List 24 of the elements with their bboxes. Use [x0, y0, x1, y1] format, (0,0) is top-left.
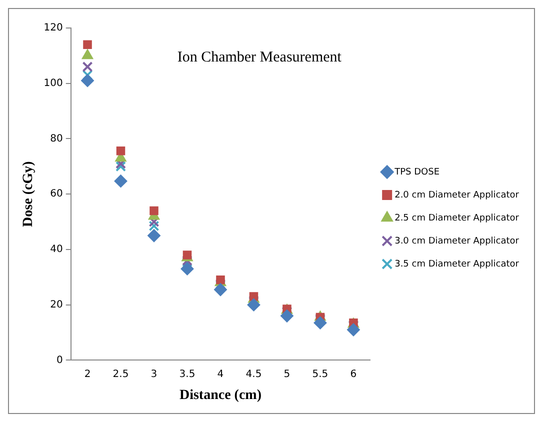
- x-tick-label: 3: [150, 368, 158, 380]
- legend-label: TPS DOSE: [394, 167, 440, 178]
- y-tick-label: 100: [44, 78, 63, 89]
- x-tick-label: 5: [284, 368, 290, 380]
- x-tick-label: 2.5: [112, 368, 129, 380]
- x-axis-title: Distance (cm): [179, 388, 262, 404]
- legend-label: 3.5 cm Diameter Applicator: [394, 259, 520, 270]
- y-tick-label: 120: [44, 22, 63, 34]
- y-tick-label: 0: [56, 354, 63, 366]
- y-axis-title: Dose (cGy): [21, 160, 36, 227]
- x-tick-label: 5.5: [312, 368, 328, 380]
- x-tick-label: 3.5: [179, 368, 196, 380]
- legend-label: 3.0 cm Diameter Applicator: [394, 236, 520, 246]
- text: Ion Chamber Measurement: [177, 49, 342, 66]
- y-tick-label: 60: [50, 188, 63, 200]
- y-tick-label: 80: [50, 133, 63, 144]
- legend-label: 2.0 cm Diameter Applicator: [394, 190, 520, 200]
- y-tick-label: 40: [50, 244, 63, 256]
- x-tick-label: 4: [217, 368, 224, 380]
- y-tick-label: 20: [50, 299, 63, 310]
- legend-label: 2.5 cm Diameter Applicator: [394, 213, 520, 224]
- x-tick-label: 2: [84, 368, 91, 380]
- x-tick-label: 4.5: [246, 368, 262, 380]
- x-tick-label: 6: [350, 368, 357, 380]
